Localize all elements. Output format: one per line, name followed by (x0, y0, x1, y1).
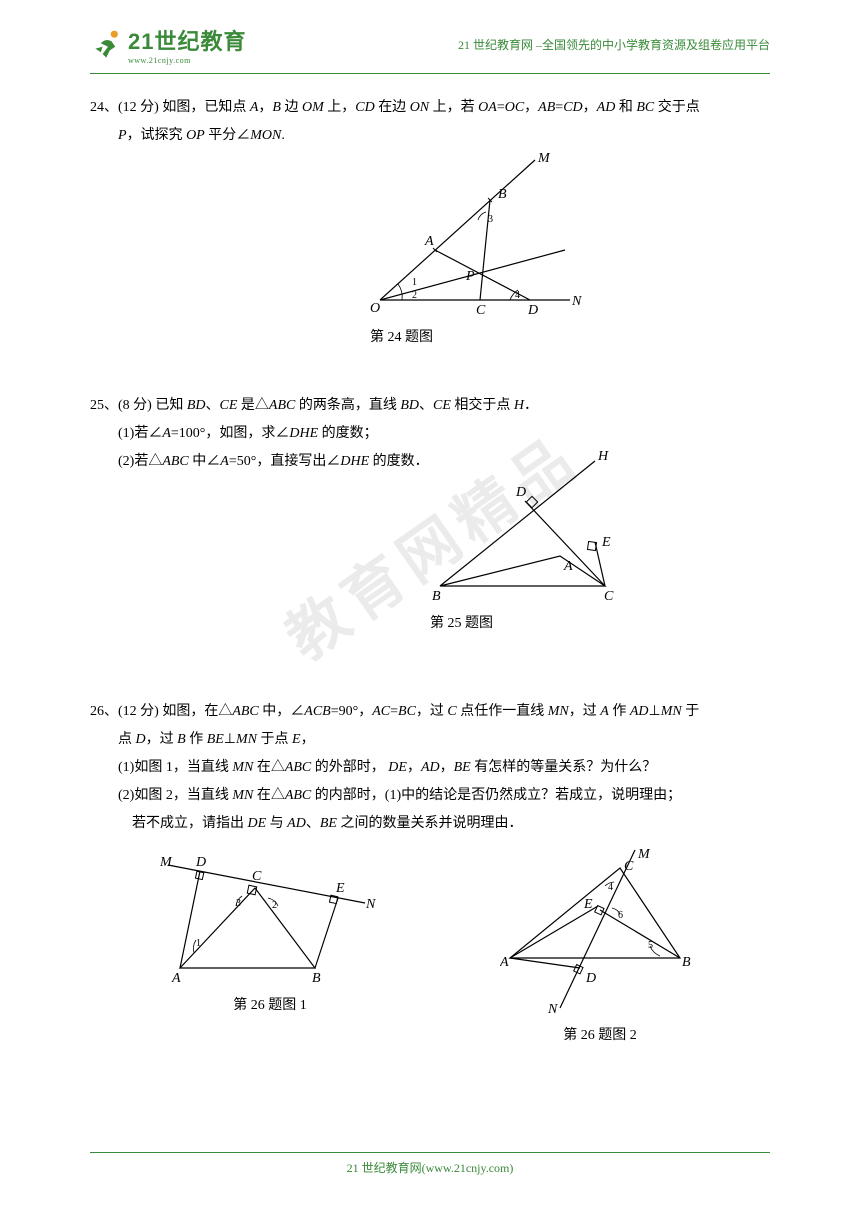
fig26-1-caption: 第 26 题图 1 (160, 992, 380, 1020)
l262-E: E (583, 897, 593, 912)
l262-a5: 5 (648, 940, 653, 951)
problem-26: 26、(12 分) 如图，在△ABC 中，∠ACB=90°，AC=BC，过 C … (90, 698, 770, 1050)
p25-line1: 已知 BD、CE 是△ABC 的两条高，直线 BD、CE 相交于点 H． (155, 398, 538, 413)
p24-num: 24、 (90, 100, 118, 115)
p26-line5: 若不成立，请指出 DE 与 AD、BE 之间的数量关系并说明理由． (90, 810, 770, 838)
lbl-D: D (527, 303, 538, 318)
figure-26-1: M D C E N A B 1 2 3 第 26 题图 1 (160, 848, 380, 1050)
p26-line4: (2)如图 2，当直线 MN 在△ABC 的内部时，(1)中的结论是否仍然成立？… (90, 782, 770, 810)
p25-num: 25、 (90, 398, 118, 413)
p24-line1: 如图，已知点 A，B 边 OM 上，CD 在边 ON 上，若 OA=OC，AB=… (162, 100, 699, 115)
p26-line1: 如图，在△ABC 中，∠ACB=90°，AC=BC，过 C 点任作一直线 MN，… (162, 704, 699, 719)
footer-rule (90, 1152, 770, 1153)
problem-25-text: 25、(8 分) 已知 BD、CE 是△ABC 的两条高，直线 BD、CE 相交… (90, 392, 770, 420)
p26-points: (12 分) (118, 704, 159, 719)
lbl25-D: D (515, 485, 526, 500)
l262-A: A (500, 955, 509, 970)
p25-points: (8 分) (118, 398, 152, 413)
figure-24-svg: M B A O C D N P 1 2 3 4 (370, 150, 590, 320)
l261-A: A (171, 971, 181, 986)
figure-26-1-svg: M D C E N A B 1 2 3 (160, 848, 380, 988)
figure-24: M B A O C D N P 1 2 3 4 (370, 150, 770, 352)
l262-N: N (547, 1002, 558, 1017)
lbl-M: M (537, 151, 551, 166)
lbl-N: N (571, 294, 582, 309)
l262-M: M (637, 848, 651, 862)
figure-26-row: M D C E N A B 1 2 3 第 26 题图 1 (90, 848, 770, 1050)
p25-line2: (1)若∠A=100°，如图，求∠DHE 的度数； (90, 420, 770, 448)
fig26-2-caption: 第 26 题图 2 (500, 1022, 700, 1050)
figure-25-svg: H D E A B C (430, 446, 630, 606)
figure-25: H D E A B C 第 25 题图 (430, 446, 770, 638)
header-rule (90, 73, 770, 74)
lbl25-H: H (597, 449, 609, 464)
lbl-B: B (498, 187, 507, 202)
l261-a3: 3 (236, 898, 241, 909)
lbl-A: A (424, 234, 434, 249)
lbl-P: P (465, 269, 475, 284)
l261-M: M (160, 855, 173, 870)
l262-C: C (624, 859, 634, 874)
lbl-a1: 1 (412, 277, 417, 288)
lbl-C: C (476, 303, 486, 318)
p26-line3: (1)如图 1，当直线 MN 在△ABC 的外部时， DE，AD，BE 有怎样的… (90, 754, 770, 782)
page-header: 21世纪教育 www.21cnjy.com 21 世纪教育网 –全国领先的中小学… (0, 0, 860, 73)
lbl-a3: 3 (488, 214, 493, 225)
l262-D: D (585, 971, 596, 986)
l262-a4: 4 (608, 882, 613, 893)
l262-a6: 6 (618, 910, 623, 921)
lbl25-E: E (601, 535, 611, 550)
l261-E: E (335, 881, 345, 896)
l261-N: N (365, 897, 376, 912)
logo: 21世纪教育 www.21cnjy.com (90, 24, 246, 65)
p26-line2: 点 D，过 B 作 BE⊥MN 于点 E， (90, 726, 770, 754)
l262-B: B (682, 955, 691, 970)
p26-num: 26、 (90, 704, 118, 719)
header-tagline: 21 世纪教育网 –全国领先的中小学教育资源及组卷应用平台 (458, 36, 770, 53)
figure-26-2-svg: M C E A B D N 4 5 6 (500, 848, 700, 1018)
footer-text: 21 世纪教育网(www.21cnjy.com) (0, 1159, 860, 1176)
problem-24-text: 24、(12 分) 如图，已知点 A，B 边 OM 上，CD 在边 ON 上，若… (90, 94, 770, 122)
lbl25-C: C (604, 589, 614, 604)
l261-C: C (252, 869, 262, 884)
page-footer: 21 世纪教育网(www.21cnjy.com) (0, 1152, 860, 1176)
problem-26-text: 26、(12 分) 如图，在△ABC 中，∠ACB=90°，AC=BC，过 C … (90, 698, 770, 726)
logo-title: 21世纪教育 (128, 24, 246, 56)
fig24-caption: 第 24 题图 (370, 324, 770, 352)
p24-points: (12 分) (118, 100, 159, 115)
lbl-O: O (370, 301, 380, 316)
l261-a1: 1 (196, 938, 201, 949)
figure-26-2: M C E A B D N 4 5 6 第 26 题图 2 (500, 848, 700, 1050)
problem-25: 25、(8 分) 已知 BD、CE 是△ABC 的两条高，直线 BD、CE 相交… (90, 392, 770, 638)
logo-running-icon (90, 27, 126, 63)
fig25-caption: 第 25 题图 (430, 610, 770, 638)
lbl25-A: A (563, 559, 573, 574)
lbl-a2: 2 (412, 290, 417, 301)
logo-url: www.21cnjy.com (128, 56, 246, 65)
l261-D: D (195, 855, 206, 870)
l261-a2: 2 (272, 900, 277, 911)
p24-line2: P，试探究 OP 平分∠MON. (90, 122, 770, 150)
problem-24: 24、(12 分) 如图，已知点 A，B 边 OM 上，CD 在边 ON 上，若… (90, 94, 770, 352)
lbl25-B: B (432, 589, 441, 604)
content-area: 24、(12 分) 如图，已知点 A，B 边 OM 上，CD 在边 ON 上，若… (0, 94, 860, 1050)
l261-B: B (312, 971, 321, 986)
